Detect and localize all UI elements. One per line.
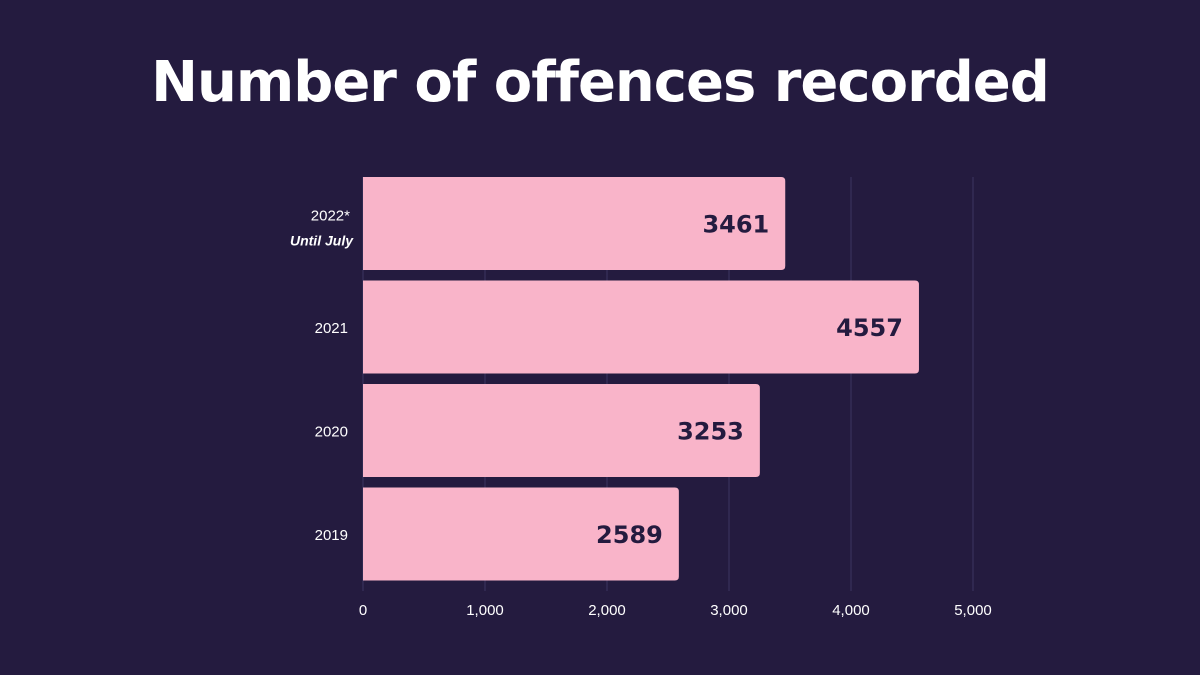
y-category-label: 2022* [311, 208, 350, 225]
x-tick-label: 1,000 [466, 602, 504, 619]
x-tick-label: 5,000 [954, 602, 992, 619]
bar [363, 177, 786, 270]
data-label: 3253 [677, 418, 744, 446]
chart-title: Number of offences recorded [151, 50, 1050, 115]
y-category-note: Until July [290, 233, 354, 249]
data-label: 4557 [836, 314, 903, 342]
bar [363, 487, 679, 581]
x-tick-label: 4,000 [832, 602, 870, 619]
x-tick-label: 2,000 [588, 602, 626, 619]
y-category-label: 2019 [315, 527, 348, 544]
x-tick-label: 3,000 [710, 602, 748, 619]
data-label: 2589 [596, 521, 663, 549]
x-tick-label: 0 [359, 602, 367, 619]
bar [363, 384, 760, 477]
data-label: 3461 [702, 211, 769, 239]
y-category-label: 2021 [315, 320, 348, 337]
bar [363, 280, 919, 374]
y-category-label: 2020 [315, 424, 348, 441]
